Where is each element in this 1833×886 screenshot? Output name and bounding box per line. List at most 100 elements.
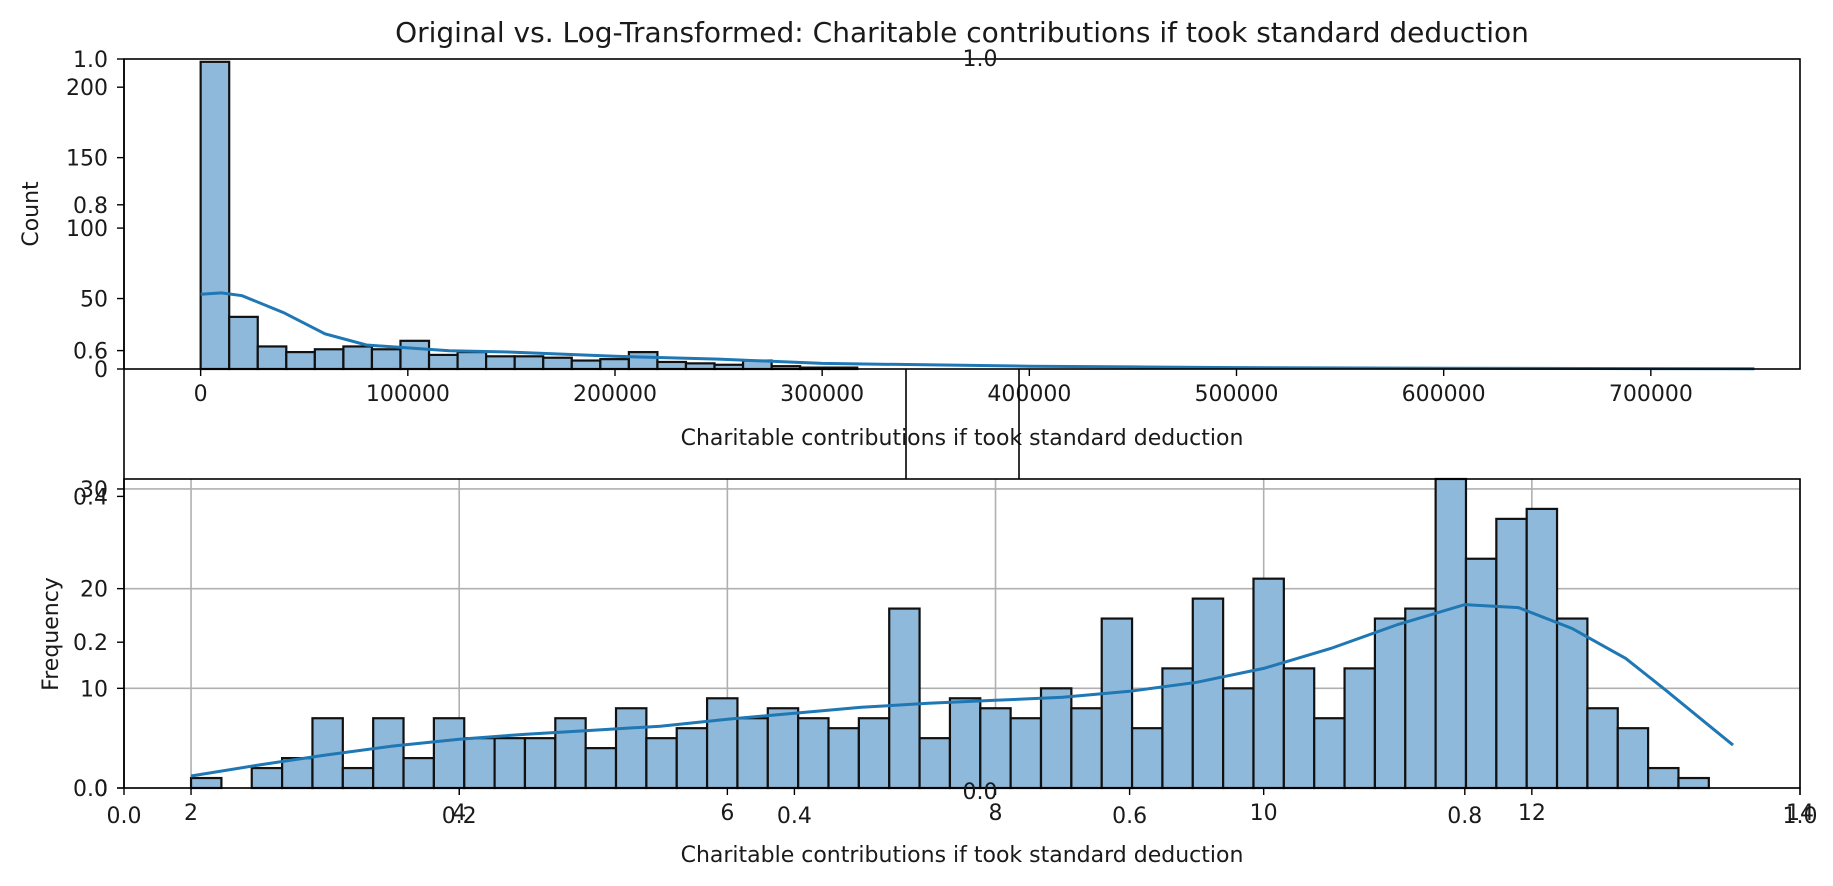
x-tick-label: 12 bbox=[1518, 801, 1546, 826]
histogram-bar bbox=[1130, 727, 1164, 790]
histogram-bar bbox=[1647, 766, 1680, 790]
histogram-bar bbox=[1222, 687, 1255, 790]
histogram-bar bbox=[888, 607, 921, 790]
histogram-bar bbox=[485, 355, 516, 371]
histogram-bar bbox=[285, 350, 316, 371]
histogram-bar bbox=[370, 348, 402, 371]
bottom-y-ticks: 0 10 20 30 bbox=[80, 478, 124, 802]
histogram-bar bbox=[402, 756, 435, 790]
histogram-bar bbox=[1070, 707, 1103, 790]
histogram-bar bbox=[199, 60, 231, 371]
histogram-bar bbox=[189, 776, 223, 790]
x-tick-label: 6 bbox=[720, 801, 734, 826]
histogram-bar bbox=[342, 345, 374, 371]
histogram-bar bbox=[797, 717, 830, 790]
histogram-bar bbox=[228, 315, 259, 371]
overlay-axes: 1.00.80.60.40.20.00.0 0.2 0.4 0.6 0.8 1.01.00… bbox=[73, 47, 1818, 829]
bottom-x-axis-label: Charitable contributions if took standar… bbox=[681, 843, 1244, 868]
top-x-axis-label: Charitable contributions if took standar… bbox=[681, 426, 1244, 451]
y-tick-label: 50 bbox=[80, 288, 108, 313]
bottom-y-axis-label: Frequency bbox=[39, 577, 64, 691]
y-tick-label: 0 bbox=[94, 358, 108, 383]
histogram-bar bbox=[584, 747, 618, 790]
histogram-bar bbox=[1039, 687, 1073, 790]
histogram-bar bbox=[857, 717, 891, 790]
overlay-y-tick-label: 0.8 bbox=[73, 194, 108, 219]
y-tick-label: 10 bbox=[80, 677, 108, 702]
histogram-bar bbox=[570, 359, 602, 371]
y-tick-label: 0 bbox=[94, 777, 108, 802]
histogram-bar bbox=[1009, 717, 1043, 790]
top-axes-frame bbox=[123, 58, 1801, 370]
x-tick-label: 0 bbox=[194, 382, 208, 407]
overlay-mid-label: 0.0 bbox=[963, 780, 998, 805]
overlay-x-tick-label: 1.0 bbox=[1783, 804, 1818, 829]
histogram-bar bbox=[979, 707, 1012, 790]
histogram-bar bbox=[399, 339, 431, 371]
histogram-bar bbox=[513, 355, 545, 371]
bottom-kde-curve bbox=[190, 603, 1734, 778]
histogram-bar bbox=[427, 353, 459, 371]
histogram-bar bbox=[1343, 667, 1377, 790]
histogram-bar bbox=[463, 737, 496, 790]
histogram-bar bbox=[456, 350, 488, 371]
histogram-bar bbox=[1525, 507, 1559, 790]
histogram-bar bbox=[1464, 557, 1498, 790]
histogram-bar bbox=[250, 766, 284, 790]
overlay-y-tick-label: 0.0 bbox=[73, 777, 108, 802]
x-tick-label: 8 bbox=[989, 801, 1003, 826]
x-tick-label: 14 bbox=[1786, 801, 1814, 826]
figure-title: Original vs. Log-Transformed: Charitable… bbox=[395, 16, 1529, 49]
overlay-tick-labels: 1.00.80.60.40.20.00.0 0.2 0.4 0.6 0.8 1.01.00… bbox=[73, 47, 1818, 829]
histogram-bar bbox=[1495, 517, 1528, 790]
histogram-bar bbox=[432, 717, 466, 790]
x-tick-label: 200000 bbox=[573, 382, 657, 407]
histogram-bar bbox=[1616, 727, 1650, 790]
histogram-bar bbox=[1586, 707, 1619, 790]
histogram-bar bbox=[372, 717, 405, 790]
y-tick-label: 20 bbox=[80, 578, 108, 603]
histogram-bar bbox=[1404, 607, 1437, 790]
top-histogram-bars bbox=[199, 60, 859, 371]
histogram-bar bbox=[705, 697, 739, 790]
histogram-bar bbox=[736, 717, 769, 790]
overlay-y-tick-label: 0.2 bbox=[73, 631, 108, 656]
overlay-y-tick-label: 0.4 bbox=[73, 485, 108, 510]
histogram-bar bbox=[1252, 577, 1285, 790]
overlay-x-tick-label: 0.6 bbox=[1112, 804, 1147, 829]
histogram-bar bbox=[281, 756, 314, 790]
x-tick-label: 2 bbox=[184, 801, 198, 826]
histogram-bar bbox=[918, 737, 952, 790]
overlay-x-tick-label: 0.4 bbox=[777, 804, 812, 829]
histogram-bar bbox=[827, 727, 860, 790]
bottom-histogram-bars bbox=[189, 477, 1710, 790]
histogram-bar bbox=[341, 766, 375, 790]
x-tick-label: 400000 bbox=[987, 382, 1071, 407]
top-panel: 0 100000 200000 300000 400000 500000 600000 700… bbox=[19, 58, 1801, 451]
histogram-bar bbox=[627, 350, 659, 371]
histogram-bar bbox=[1100, 617, 1134, 790]
histogram-bar bbox=[1191, 597, 1225, 790]
overlay-y-tick-label: 1.0 bbox=[73, 48, 108, 73]
bottom-x-ticks: 2 4 6 8 10 12 14 bbox=[184, 788, 1814, 826]
histogram-bar bbox=[645, 737, 678, 790]
y-tick-label: 200 bbox=[66, 76, 108, 101]
histogram-bar bbox=[542, 356, 573, 371]
y-tick-label: 150 bbox=[66, 147, 108, 172]
top-x-ticks: 0 100000 200000 300000 400000 500000 600000 700… bbox=[194, 369, 1693, 407]
y-tick-label: 30 bbox=[80, 478, 108, 503]
histogram-bar bbox=[948, 697, 982, 790]
histogram-bar bbox=[614, 707, 648, 790]
overlay-top-label: 1.0 bbox=[963, 47, 998, 72]
x-tick-label: 10 bbox=[1250, 801, 1278, 826]
histogram-bar bbox=[766, 707, 800, 790]
overlay-y-tick-label: 0.6 bbox=[73, 340, 108, 365]
x-tick-label: 500000 bbox=[1195, 382, 1279, 407]
top-kde-curve bbox=[200, 291, 1755, 371]
overlay-x-tick-label: 0.0 bbox=[107, 804, 142, 829]
histogram-bar bbox=[1313, 717, 1346, 790]
histogram-bar bbox=[1282, 667, 1316, 790]
x-tick-label: 300000 bbox=[780, 382, 864, 407]
histogram-bar bbox=[599, 358, 630, 371]
